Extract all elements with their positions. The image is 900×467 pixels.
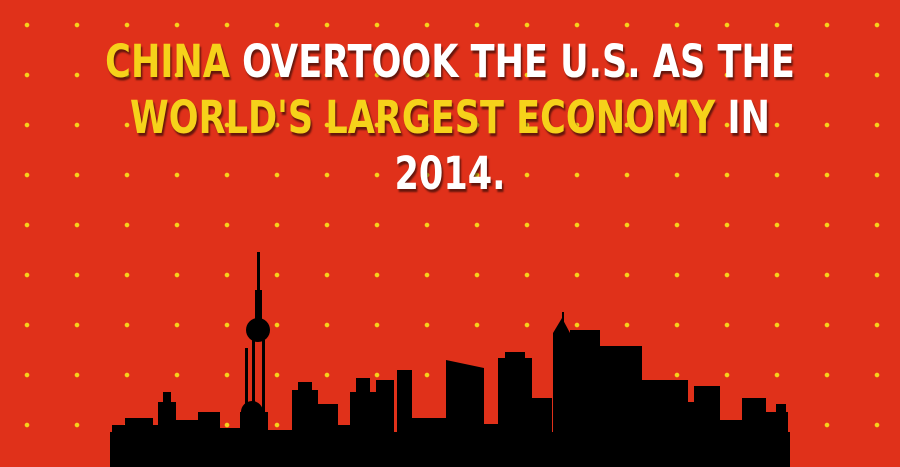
headline-year: 2014.	[394, 147, 506, 200]
headline-text-1: OVERTOOK THE U.S. AS THE	[229, 35, 795, 88]
headline-line-2: WORLD'S LARGEST ECONOMY IN	[99, 90, 801, 146]
headline-line-3: 2014.	[99, 146, 801, 202]
headline-accent-china: CHINA	[105, 35, 230, 88]
headline-line-1: CHINA OVERTOOK THE U.S. AS THE	[99, 34, 801, 90]
headline-text-2: IN	[715, 91, 770, 144]
headline: CHINA OVERTOOK THE U.S. AS THE WORLD'S L…	[99, 34, 801, 202]
headline-accent-economy: WORLD'S LARGEST ECONOMY	[130, 91, 716, 144]
